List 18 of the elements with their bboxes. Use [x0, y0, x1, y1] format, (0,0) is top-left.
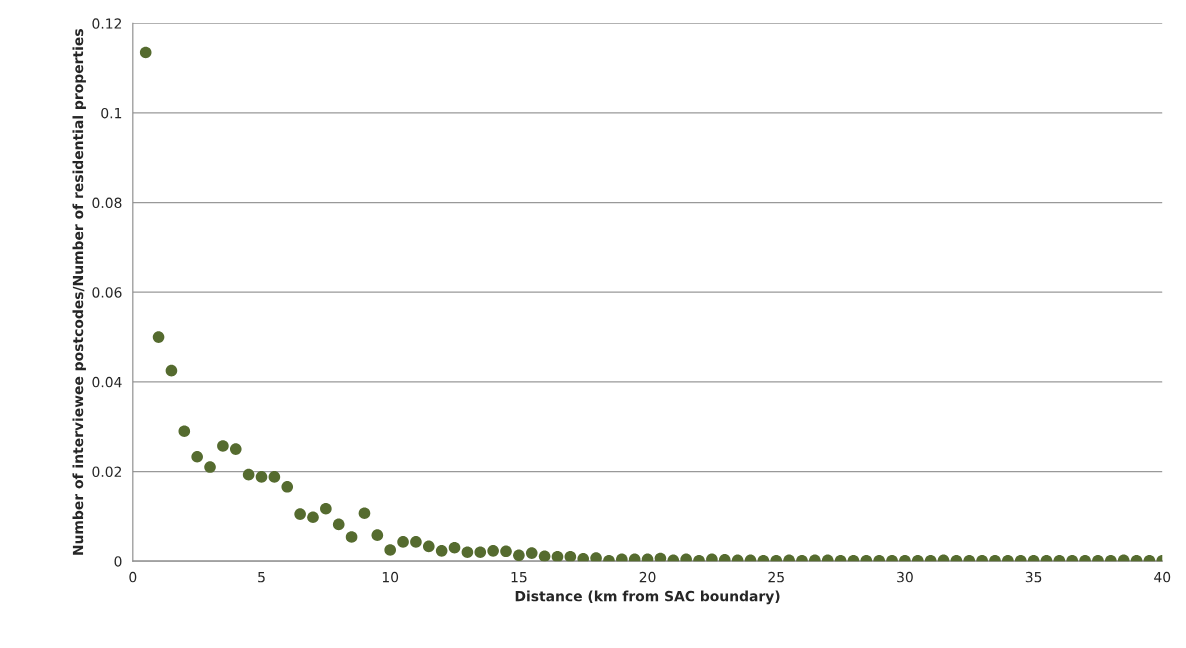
x-tick-label: 5: [258, 572, 265, 583]
x-tick-label: 0: [129, 571, 137, 583]
x-tick-label: 35: [1025, 571, 1042, 583]
y-tick-label: 0: [114, 556, 122, 567]
x-tick-label: 15: [511, 572, 527, 583]
y-tick-label: 0.04: [92, 376, 122, 388]
x-tick-label: 10: [382, 571, 399, 583]
x-tick-label: 25: [768, 571, 784, 583]
y-tick-label: 0.06: [92, 287, 122, 298]
y-tick-label: 0.02: [92, 466, 122, 477]
y-tick-label: 0.08: [92, 197, 122, 209]
x-tick-label: 40: [1154, 571, 1171, 583]
x-tick-label: 30: [897, 571, 913, 583]
y-tick-label: 0.1: [101, 107, 122, 119]
x-axis-title: Distance (km from SAC boundary): [515, 590, 780, 605]
x-tick-label: 20: [639, 571, 656, 583]
y-axis-title: Number of interviewee postcodes/Number of residential properties: [72, 29, 86, 555]
y-tick-label: 0.12: [92, 18, 122, 29]
